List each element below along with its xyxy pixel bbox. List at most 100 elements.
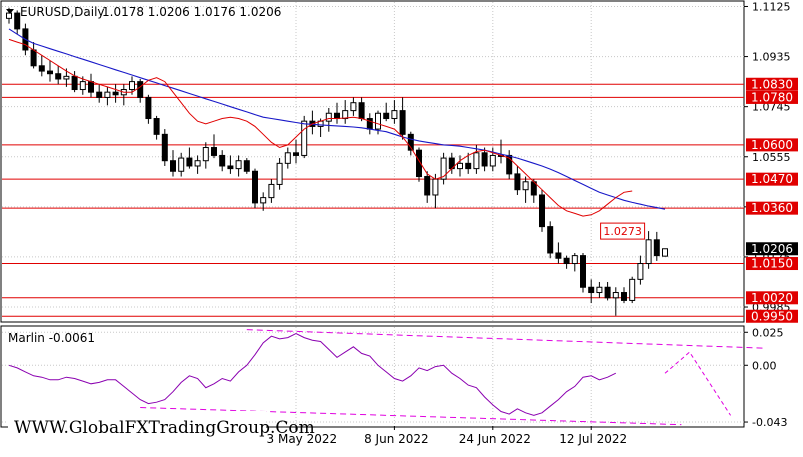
candle-body[interactable] xyxy=(71,75,78,91)
channel-upper-line xyxy=(246,329,764,349)
candle-body[interactable] xyxy=(14,12,21,30)
candle-body[interactable] xyxy=(301,120,308,156)
candle-body[interactable] xyxy=(325,112,332,122)
candle-body[interactable] xyxy=(55,73,62,80)
current-price-marker: 1.0206 xyxy=(746,242,798,256)
blue-moving-average-line xyxy=(8,28,666,210)
candle-body[interactable] xyxy=(252,170,258,204)
oscillator-pane: Marlin -0.0061 xyxy=(0,325,764,428)
candle-body[interactable] xyxy=(293,152,299,156)
candle-body[interactable] xyxy=(571,255,578,265)
watermark-text: WWW.GlobalFXTradingGroup.Com xyxy=(14,418,315,438)
candle-body[interactable] xyxy=(481,152,488,167)
candle-body[interactable] xyxy=(96,91,103,98)
candle-body[interactable] xyxy=(399,110,406,135)
level-label-text: 1.0360 xyxy=(751,201,793,215)
candle-body[interactable] xyxy=(653,239,660,257)
candle-body[interactable] xyxy=(30,49,37,67)
candle-body[interactable] xyxy=(383,112,390,120)
candle-body[interactable] xyxy=(473,152,480,170)
candle-body[interactable] xyxy=(284,152,291,164)
candle-body[interactable] xyxy=(637,263,644,280)
candle-body[interactable] xyxy=(350,102,357,112)
candle-body[interactable] xyxy=(276,162,283,185)
candle-body[interactable] xyxy=(260,197,267,204)
osc-tick-label: 0.025 xyxy=(752,326,784,339)
candle-body[interactable] xyxy=(6,12,12,19)
price-tick-label: 1.1125 xyxy=(752,0,791,13)
level-label-text: 1.0150 xyxy=(751,257,793,271)
candle-body[interactable] xyxy=(580,255,586,288)
candle-body[interactable] xyxy=(38,65,45,72)
time-tick-label: 12 Jul 2022 xyxy=(559,432,627,446)
candle-body[interactable] xyxy=(629,278,636,301)
candle-body[interactable] xyxy=(227,165,234,170)
candle-body[interactable] xyxy=(465,162,472,170)
level-label-box xyxy=(746,257,798,271)
time-tick-label: 23 May 2022 xyxy=(259,432,337,446)
candle-body[interactable] xyxy=(145,96,152,120)
candle-body[interactable] xyxy=(514,173,521,191)
candle-body[interactable] xyxy=(88,81,94,93)
marlin-line xyxy=(8,333,617,416)
oscillator-axis: 0.025 0.00 -0.043 xyxy=(744,326,787,429)
candle-body[interactable] xyxy=(612,292,619,299)
candle-body[interactable] xyxy=(219,154,226,167)
candle-body[interactable] xyxy=(662,248,668,257)
candle-body[interactable] xyxy=(407,133,414,151)
candle-body[interactable] xyxy=(268,183,275,199)
candle-body[interactable] xyxy=(416,149,422,178)
candle-body[interactable] xyxy=(424,176,431,196)
red-moving-average-line xyxy=(8,38,633,217)
level-label-box xyxy=(746,90,798,104)
level-label-text: 0.9950 xyxy=(751,309,793,323)
candle-body[interactable] xyxy=(161,133,168,162)
candle-body[interactable] xyxy=(194,160,201,167)
candle-body[interactable] xyxy=(645,239,652,265)
level-label-box xyxy=(746,138,798,152)
candle-body[interactable] xyxy=(137,81,144,98)
candle-body[interactable] xyxy=(104,91,111,98)
candle-body[interactable] xyxy=(391,110,398,120)
level-label-box xyxy=(746,201,798,215)
candle-body[interactable] xyxy=(596,286,603,294)
candle-body[interactable] xyxy=(457,162,463,170)
candle-body[interactable] xyxy=(555,252,562,259)
candle-body[interactable] xyxy=(539,194,545,228)
watermark-background xyxy=(8,411,266,443)
candle-body[interactable] xyxy=(621,292,627,301)
candle-body[interactable] xyxy=(375,112,381,130)
candle-body[interactable] xyxy=(202,147,209,162)
watermark: WWW.GlobalFXTradingGroup.Com xyxy=(8,411,315,443)
candle-body[interactable] xyxy=(170,160,176,172)
candle-body[interactable] xyxy=(432,178,439,196)
candle-body[interactable] xyxy=(129,81,135,91)
candle-body[interactable] xyxy=(489,154,496,167)
candle-body[interactable] xyxy=(604,286,611,299)
candle-body[interactable] xyxy=(63,75,70,80)
candle-body[interactable] xyxy=(79,81,86,91)
candle-body[interactable] xyxy=(588,286,595,294)
level-label-box xyxy=(746,309,798,323)
candle-body[interactable] xyxy=(547,226,554,254)
dropdown-triangle-icon[interactable] xyxy=(6,9,14,14)
candle-body[interactable] xyxy=(522,181,529,191)
candle-body[interactable] xyxy=(342,110,349,120)
candle-body[interactable] xyxy=(211,147,217,156)
candle-body[interactable] xyxy=(563,257,570,265)
candle-body[interactable] xyxy=(334,112,340,120)
candle-body[interactable] xyxy=(47,70,53,75)
candle-body[interactable] xyxy=(178,157,185,172)
candle-body[interactable] xyxy=(186,157,193,167)
osc-tick-label: 0.00 xyxy=(752,359,777,372)
main-pane: 1.0273 EURUSD,Daily 1.0178 1.0206 1.0176… xyxy=(0,0,745,323)
price-tick-label: 1.0935 xyxy=(752,51,791,64)
candle-body[interactable] xyxy=(440,157,447,180)
level-label-box xyxy=(746,77,798,91)
candle-body[interactable] xyxy=(153,118,160,135)
candle-body[interactable] xyxy=(358,102,365,120)
candle-body[interactable] xyxy=(112,91,119,96)
candle-body[interactable] xyxy=(235,160,242,170)
candle-body[interactable] xyxy=(243,160,250,172)
